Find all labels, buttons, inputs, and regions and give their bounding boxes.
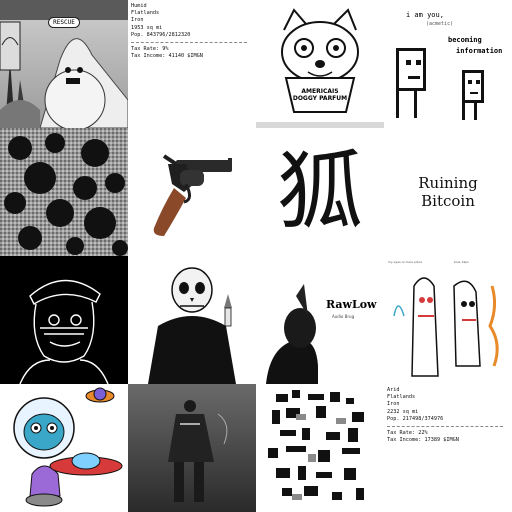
tile-dog-perfume[interactable]: AMERICAIS DOGGY PARFUM [256,0,384,128]
tile-ghost-landscape[interactable]: RESCUE [0,0,128,128]
dog-perfume-art [256,8,384,128]
text-i-am-you: i am you, [406,11,444,19]
pixel-glitch-art [268,390,364,500]
stat-terrain: Flatlands [387,394,416,401]
perfume-label-line2: DOGGY PARFUM [292,95,348,102]
stat-terrain: Flatlands [131,10,160,17]
revolver-art [153,154,232,236]
rawlow-subtitle: Audio Brug [332,314,355,319]
tile-ruining-bitcoin[interactable]: Ruining Bitcoin [384,128,512,256]
kanji-fox: 狐 [277,142,363,242]
ape-lineart-art [19,279,109,384]
title-line1: Ruining [418,174,478,192]
divider [387,426,503,428]
tile-skeleton[interactable] [128,256,256,384]
ruining-bitcoin-title: Ruining Bitcoin [384,174,512,210]
stamp-badge: RESCUE [0,9,128,28]
divider [131,42,247,44]
stat-climate: Arid [387,387,400,393]
stat-tax-income: Tax Income: 41140 $IMGN [131,53,203,60]
dark-photo-art [128,384,256,512]
text-information: information [456,47,503,55]
tile-doodle[interactable]: my eyes on here place blue 19px [384,256,512,384]
text-acmetic: (acmetic) [426,21,454,27]
stat-climate: Humid [131,3,147,9]
text-becoming: becoming [448,36,482,44]
stat-population: Pop. 843796/2812320 [131,31,191,38]
perfume-label-line1: AMERICAIS [301,88,339,95]
tile-pixel-information[interactable]: i am you, (acmetic) becoming information [384,0,512,128]
tile-texture-circles[interactable] [0,128,128,256]
skeleton-art [148,267,236,384]
tile-stats-humid[interactable]: Humid Flatlands Iron 1953 sq mi Pop. 843… [128,0,256,128]
stat-resource: Iron [387,401,400,408]
stat-population: Pop. 217498/374976 [387,415,444,422]
title-line2: Bitcoin [421,192,475,210]
tile-ape-lineart[interactable] [0,256,128,384]
texture-circles-art [0,128,128,256]
stat-area: 1953 sq mi [131,24,163,31]
stat-tax-income: Tax Income: 17389 $IMGN [387,437,459,444]
tile-dark-photo[interactable] [128,384,256,512]
stat-tax-rate: Tax Rate: 22% [387,430,428,437]
perfume-label: AMERICAIS DOGGY PARFUM [256,88,384,102]
rawlow-art [266,284,318,384]
tile-pixel-glitch[interactable] [256,384,384,512]
tile-calligraphy[interactable]: 狐 [256,128,384,256]
stat-area: 2232 sq mi [387,408,419,415]
tile-rawlow[interactable]: RawLow Audio Brug [256,256,384,384]
tile-alien[interactable] [0,384,128,512]
doodle-art [393,277,499,377]
stat-resource: Iron [131,17,144,24]
rawlow-title: RawLow [326,298,377,311]
tile-stats-arid[interactable]: Arid Flatlands Iron 2232 sq mi Pop. 2174… [384,384,512,512]
stamp-text: RESCUE [48,17,80,28]
alien-art [13,387,123,507]
doodle-caption-right: blue 19px [454,260,469,264]
tile-revolver[interactable] [128,128,256,256]
pixel-heads-art [396,48,484,120]
doodle-caption-left: my eyes on here place [388,260,423,264]
stat-tax-rate: Tax Rate: 9% [131,46,169,53]
